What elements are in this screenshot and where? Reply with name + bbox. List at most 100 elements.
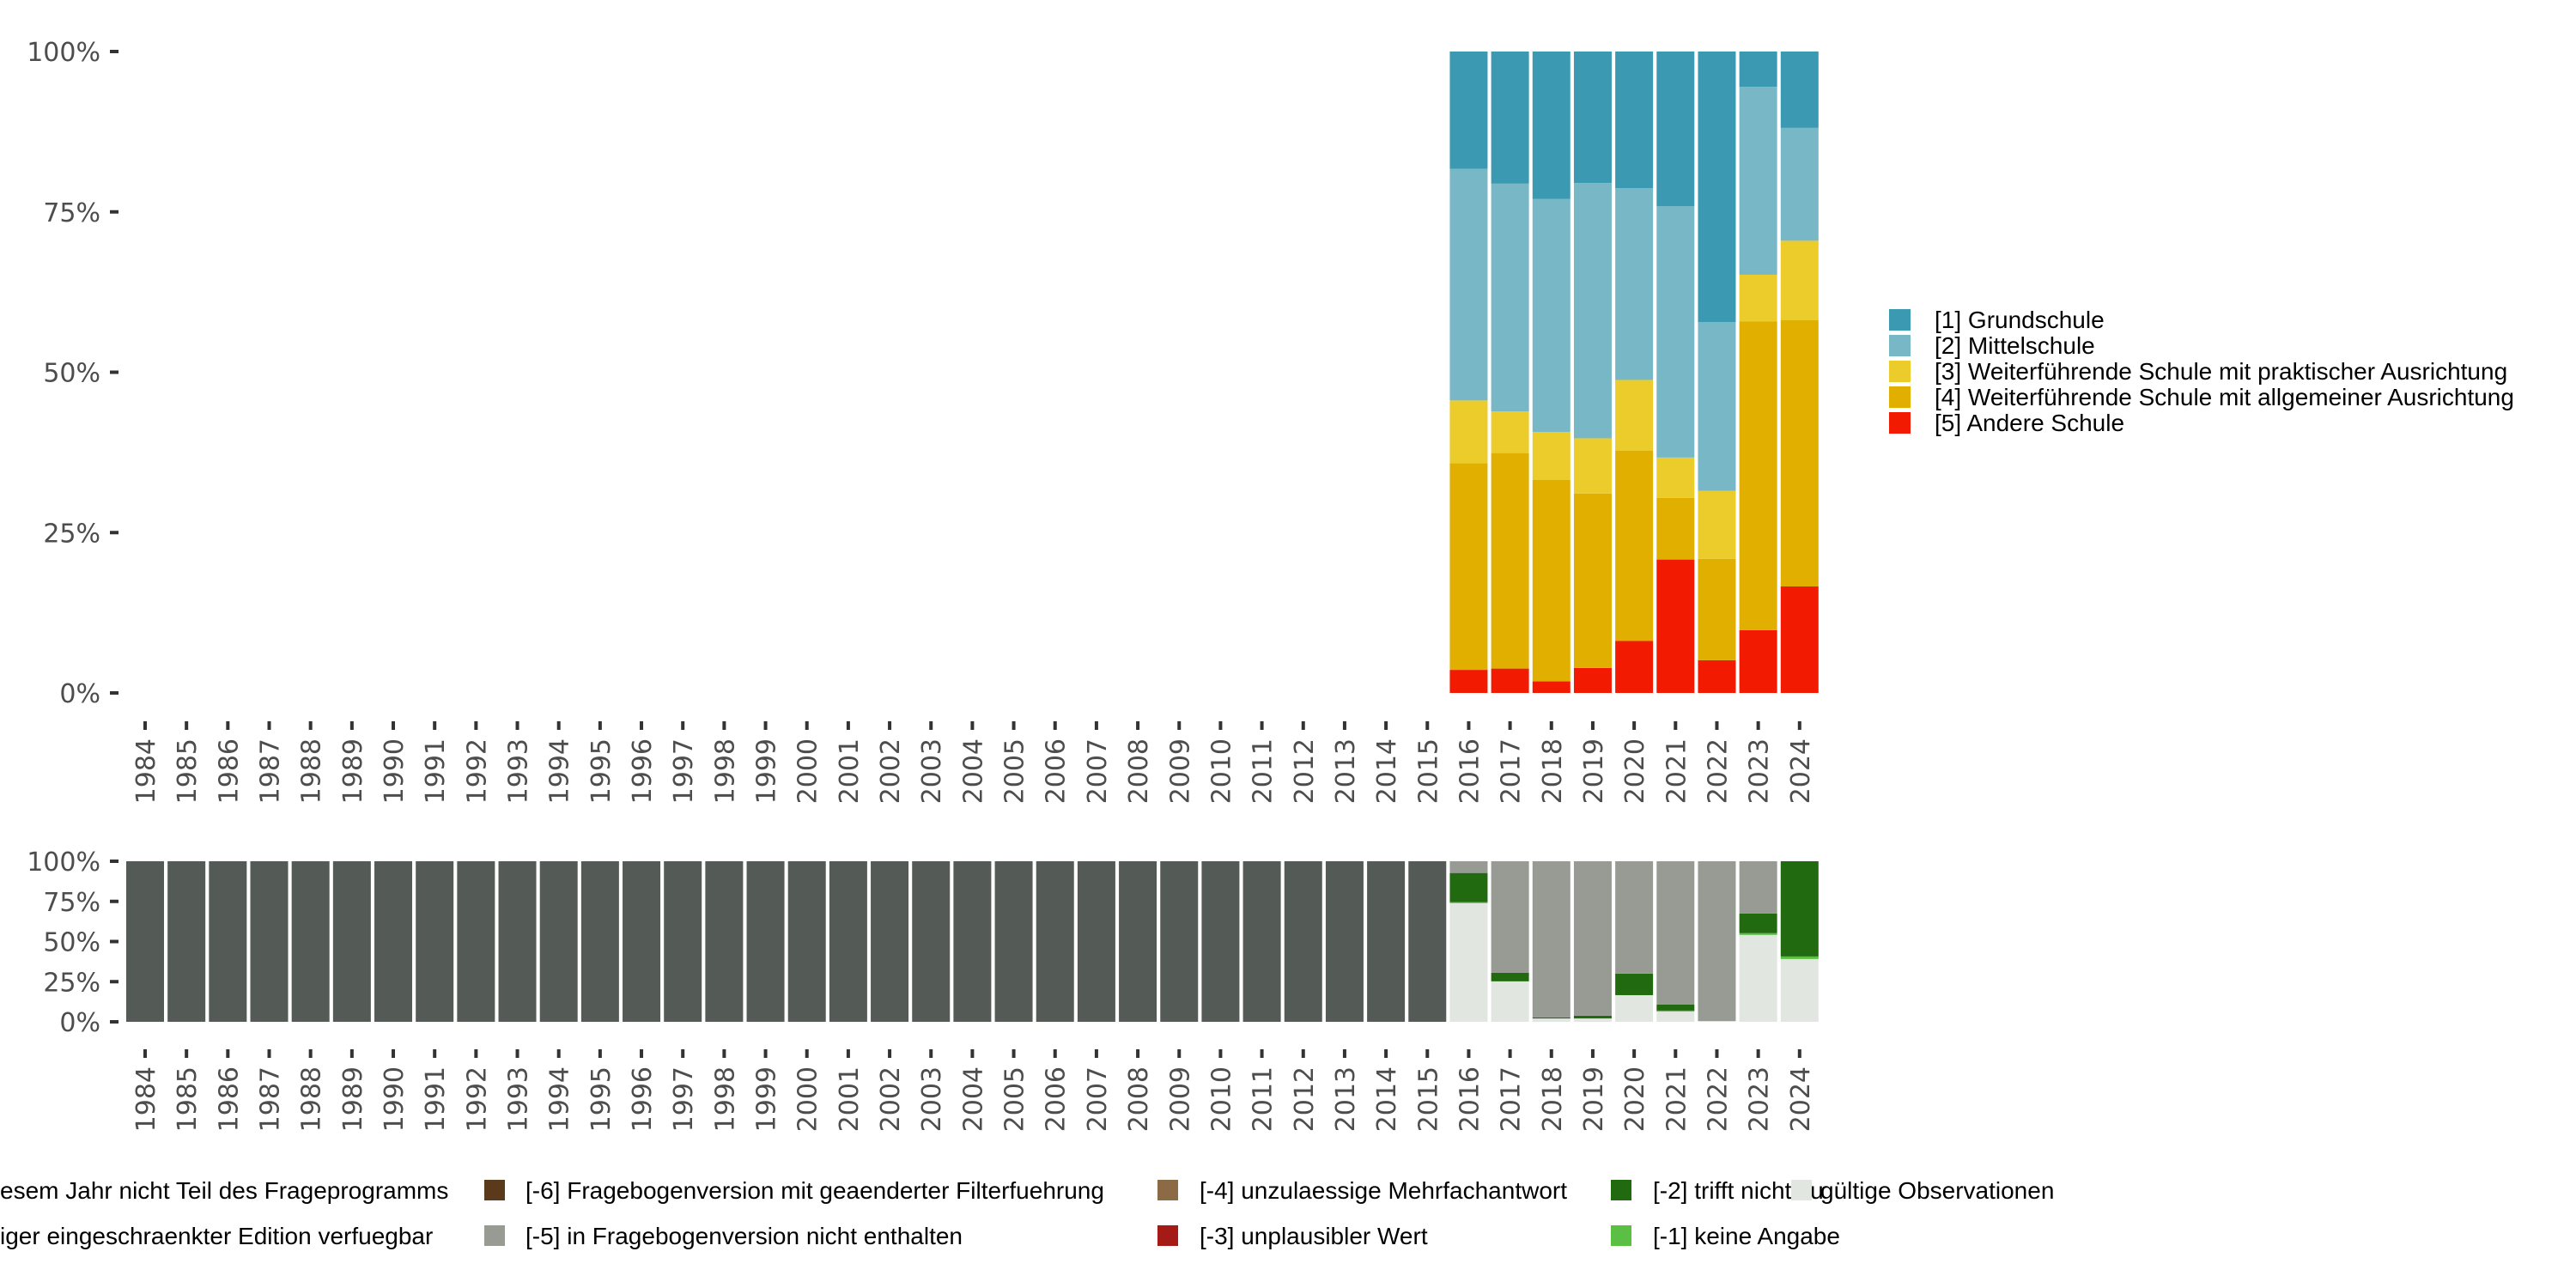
x-tick-label: 1998 xyxy=(710,738,740,804)
x-tick-label: 1990 xyxy=(380,738,410,804)
legend-label: [3] Weiterführende Schule mit praktische… xyxy=(1935,358,2507,385)
legend-label: [4] Weiterführende Schule mit allgemeine… xyxy=(1935,384,2514,410)
x-tick-label: 2011 xyxy=(1249,738,1279,804)
x-tick-mark xyxy=(1301,721,1305,730)
x-tick-label: 2001 xyxy=(835,738,865,804)
y-tick-label: 0% xyxy=(59,1008,100,1038)
x-tick-mark xyxy=(1094,721,1098,730)
x-tick-mark xyxy=(1674,1049,1678,1058)
bar-segment xyxy=(1698,861,1736,1022)
bar-segment xyxy=(1780,127,1819,241)
bar-segment xyxy=(1449,168,1488,401)
x-tick-mark xyxy=(1756,1049,1760,1058)
x-tick-mark xyxy=(226,1049,230,1058)
bar-segment xyxy=(1491,453,1529,669)
x-tick-label: 1986 xyxy=(214,738,244,804)
legend-label: gültige Observationen xyxy=(1820,1177,2054,1204)
x-tick-label: 1998 xyxy=(710,1066,740,1132)
bar-segment xyxy=(1449,52,1488,169)
x-tick-mark xyxy=(1053,1049,1057,1058)
x-tick-label: 2016 xyxy=(1455,1066,1485,1132)
x-tick-label: 2006 xyxy=(1042,738,1072,804)
top-legend: [1] Grundschule[2] Mittelschule[3] Weite… xyxy=(1889,307,2514,436)
bar-segment xyxy=(1739,52,1777,88)
x-tick-label: 2002 xyxy=(876,738,906,804)
bar-segment xyxy=(291,861,330,1022)
bar-segment xyxy=(498,861,537,1022)
bar-segment xyxy=(1739,861,1777,914)
x-tick-label: 2020 xyxy=(1620,1066,1650,1132)
x-tick-label: 2022 xyxy=(1703,738,1733,804)
x-tick-label: 1988 xyxy=(297,1066,327,1132)
bar-segment xyxy=(1698,322,1736,491)
x-tick-mark xyxy=(1342,1049,1346,1058)
x-tick-mark xyxy=(1425,1049,1430,1058)
x-tick-mark xyxy=(1715,1049,1719,1058)
bar-segment xyxy=(1573,438,1612,494)
y-tick-mark xyxy=(110,1020,118,1024)
x-tick-label: 2009 xyxy=(1165,738,1195,804)
bar-segment xyxy=(1532,431,1571,480)
x-tick-label: 2000 xyxy=(793,738,823,804)
bar-segment xyxy=(1780,958,1819,1022)
bar-segment xyxy=(1739,934,1777,1022)
bar-segment xyxy=(1615,994,1654,1022)
x-tick-label: 1992 xyxy=(462,1066,492,1132)
x-tick-label: 1988 xyxy=(297,738,327,804)
x-tick-mark xyxy=(433,1049,437,1058)
bar-segment xyxy=(1449,463,1488,671)
x-tick-mark xyxy=(143,1049,147,1058)
x-tick-mark xyxy=(1012,721,1016,730)
legend-label: [-3] unplausibler Wert xyxy=(1200,1223,1428,1249)
x-tick-mark xyxy=(1508,1049,1512,1058)
x-tick-mark xyxy=(226,721,230,730)
x-tick-mark xyxy=(1384,1049,1388,1058)
x-tick-label: 1994 xyxy=(545,738,575,804)
x-tick-mark xyxy=(1425,721,1430,730)
x-tick-label: 2014 xyxy=(1372,1066,1402,1132)
x-tick-mark xyxy=(1177,721,1182,730)
bar-segment xyxy=(1573,1015,1612,1019)
bar-segment xyxy=(1449,902,1488,903)
x-tick-label: 2003 xyxy=(917,1066,947,1132)
bar-segment xyxy=(1698,490,1736,559)
x-tick-mark xyxy=(349,1049,354,1058)
bar-segment xyxy=(1698,1021,1736,1022)
bar-segment xyxy=(746,861,785,1022)
bar-segment xyxy=(912,861,951,1022)
bar-segment xyxy=(1573,493,1612,668)
bar-segment xyxy=(1739,274,1777,322)
bar-segment xyxy=(457,861,495,1022)
x-tick-label: 1991 xyxy=(421,738,451,804)
bar-segment xyxy=(1532,52,1571,199)
x-tick-mark xyxy=(143,721,147,730)
bar-segment xyxy=(1491,668,1529,693)
bar-segment xyxy=(1739,629,1777,693)
bar-segment xyxy=(126,861,164,1022)
bar-segment xyxy=(1491,183,1529,412)
x-tick-mark xyxy=(474,721,478,730)
bar-segment xyxy=(664,861,702,1022)
x-tick-label: 1984 xyxy=(131,738,161,804)
bar-segment xyxy=(1036,861,1074,1022)
x-tick-mark xyxy=(1756,721,1760,730)
y-tick-mark xyxy=(110,860,118,863)
bar-segment xyxy=(1242,861,1281,1022)
bar-segment xyxy=(1532,1018,1571,1022)
y-tick-label: 75% xyxy=(43,888,100,918)
bar-segment xyxy=(1573,861,1612,1016)
top-chart-school-type: 0% 25% 50% 75% 100% 1984 1985 1986 1987 1988 1989 1… xyxy=(27,38,1819,804)
bar-segment xyxy=(1573,52,1612,184)
x-tick-label: 1993 xyxy=(504,738,534,804)
x-tick-label: 2004 xyxy=(958,1066,988,1132)
bar-segment xyxy=(416,861,454,1022)
bar-segment xyxy=(1656,559,1695,693)
y-tick-label: 100% xyxy=(27,38,100,68)
x-tick-mark xyxy=(1797,1049,1801,1058)
x-tick-mark xyxy=(846,1049,850,1058)
x-tick-mark xyxy=(1590,721,1595,730)
bar-segment xyxy=(1491,861,1529,973)
x-tick-mark xyxy=(392,1049,396,1058)
legend-label: [-4] unzulaessige Mehrfachantwort xyxy=(1200,1177,1567,1204)
bar-segment xyxy=(1449,872,1488,902)
